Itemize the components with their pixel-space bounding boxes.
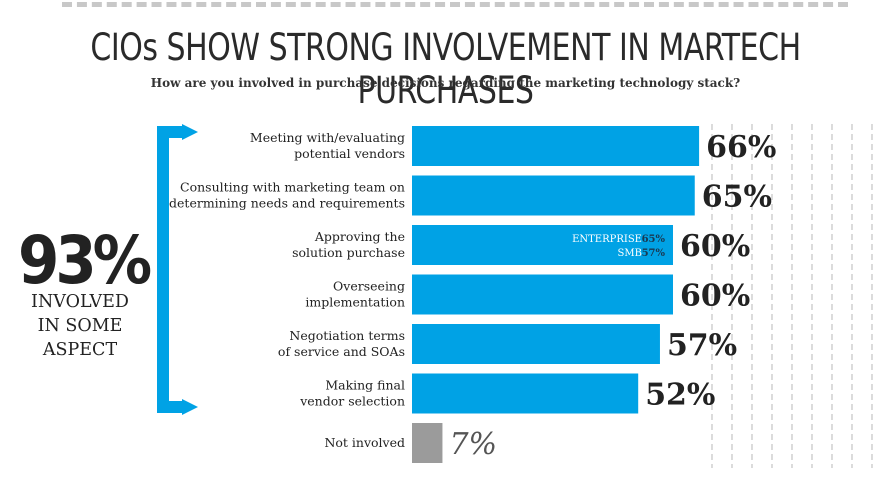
category-label: Meeting with/evaluating xyxy=(250,130,405,145)
bar xyxy=(412,175,695,216)
summary-caption: INVOLVED IN SOME ASPECT xyxy=(20,290,140,362)
bar xyxy=(412,126,700,166)
category-label: Approving the xyxy=(314,229,405,244)
value-label: 60% xyxy=(680,229,750,264)
category-label: of service and SOAs xyxy=(278,344,405,359)
category-label: Not involved xyxy=(324,435,405,450)
breakdown-label: ENTERPRISE xyxy=(572,234,642,245)
category-label: Negotiation terms xyxy=(289,328,405,343)
chart-subtitle: How are you involved in purchase decisio… xyxy=(150,76,741,90)
bracket-arrow-bottom xyxy=(182,399,198,415)
value-label: 66% xyxy=(706,130,776,165)
value-label: 7% xyxy=(449,427,497,462)
summary-caption-line: INVOLVED xyxy=(31,292,129,312)
breakdown-value: 65% xyxy=(642,234,666,245)
category-label: Consulting with marketing team on xyxy=(180,180,405,195)
breakdown-value: 57% xyxy=(642,248,666,259)
bar xyxy=(412,274,673,315)
summary-value: 93% xyxy=(18,222,152,299)
value-label: 52% xyxy=(645,378,715,413)
chart-title: CIOs SHOW STRONG INVOLVEMENT IN MARTECH … xyxy=(90,26,801,112)
value-label: 60% xyxy=(680,279,750,314)
category-label: determining needs and requirements xyxy=(169,196,405,211)
bar xyxy=(412,225,673,265)
bar xyxy=(412,373,639,414)
top-dashed-rule xyxy=(62,2,848,7)
category-label: vendor selection xyxy=(299,394,405,409)
summary-caption-line: IN SOME xyxy=(37,316,123,336)
summary-caption-line: ASPECT xyxy=(42,340,118,360)
value-label: 57% xyxy=(667,328,737,363)
bracket-arrow-top xyxy=(182,124,198,140)
bar xyxy=(412,423,443,463)
bracket xyxy=(157,126,186,413)
breakdown-label: SMB xyxy=(618,248,642,259)
value-label: 65% xyxy=(702,180,772,215)
category-label: implementation xyxy=(305,295,405,310)
category-label: Making final xyxy=(325,378,405,393)
category-label: Overseeing xyxy=(333,279,405,294)
category-label: potential vendors xyxy=(294,146,405,161)
bar xyxy=(412,324,660,364)
category-label: solution purchase xyxy=(292,245,405,260)
